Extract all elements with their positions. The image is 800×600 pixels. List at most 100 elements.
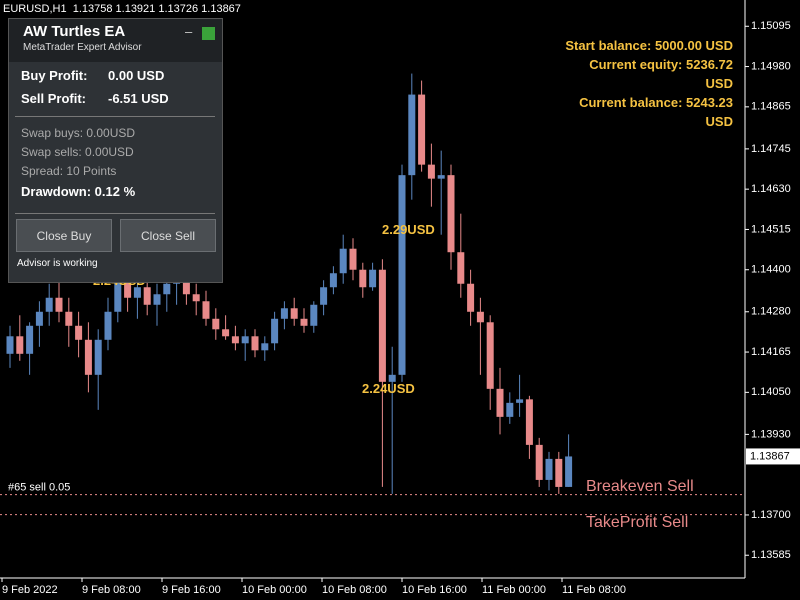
y-tick-label: 1.13585	[751, 549, 791, 561]
ea-panel: AW Turtles EA MetaTrader Expert Advisor …	[8, 18, 223, 283]
candle-body	[290, 308, 298, 319]
candle-body	[192, 294, 200, 302]
candle-body	[506, 402, 514, 417]
profit-label: 2.24USD	[362, 381, 415, 396]
level-label: Breakeven Sell	[586, 478, 694, 495]
candle-body	[114, 280, 122, 312]
candle-body	[231, 336, 239, 344]
start-balance: Start balance: 5000.00 USD	[565, 38, 733, 53]
order-label: #65 sell 0.05	[8, 482, 70, 494]
candle-body	[349, 248, 357, 270]
candle-body	[84, 339, 92, 375]
candle-body	[182, 280, 190, 295]
symbol: EURUSD,H1	[3, 3, 67, 15]
x-tick-label: 11 Feb 08:00	[562, 584, 626, 596]
candle-body	[516, 399, 524, 403]
minimize-button[interactable]: –	[185, 24, 193, 39]
separator	[15, 116, 215, 117]
candle-body	[280, 308, 288, 319]
y-tick-label: 1.14980	[751, 60, 791, 72]
close-buy-button[interactable]: Close Buy	[16, 219, 112, 252]
candle-body	[26, 325, 34, 354]
candle-body	[320, 287, 328, 305]
candle-body	[45, 297, 53, 312]
candle-body	[310, 304, 318, 326]
candle-body	[251, 336, 259, 351]
current-equity: Current equity: 5236.72 USD	[589, 57, 733, 91]
candle-body	[222, 329, 230, 337]
x-tick-label: 9 Feb 16:00	[162, 584, 221, 596]
candle-body	[65, 311, 73, 326]
y-tick-label: 1.14280	[751, 306, 791, 318]
candle-body	[378, 269, 386, 382]
candle-body	[153, 294, 161, 305]
candle-body	[418, 94, 426, 165]
y-tick-label: 1.14050	[751, 386, 791, 398]
candle-body	[133, 287, 141, 298]
candle-body	[525, 399, 533, 445]
candle-body	[339, 248, 347, 274]
candle-body	[476, 311, 484, 323]
candle-body	[271, 318, 279, 344]
status-text: Advisor is working	[17, 258, 98, 269]
panel-header: AW Turtles EA MetaTrader Expert Advisor …	[9, 19, 222, 62]
candle-body	[329, 273, 337, 288]
candle-body	[467, 283, 475, 312]
row-value: 0.00 USD	[108, 68, 165, 83]
level-label: TakeProfit Sell	[586, 514, 688, 531]
x-tick-label: 9 Feb 08:00	[82, 584, 141, 596]
candle-body	[6, 336, 14, 354]
candle-body	[486, 322, 494, 389]
candle-body	[447, 175, 455, 253]
detail: Swap buys: 0.00USD	[21, 126, 136, 140]
close-sell-button[interactable]: Close Sell	[120, 219, 216, 252]
quote: 1.13758 1.13921 1.13726 1.13867	[72, 3, 241, 15]
drawdown: Drawdown: 0.12 %	[21, 184, 136, 199]
candle-body	[565, 456, 573, 487]
current-balance: Current balance: 5243.23 USD	[579, 95, 733, 129]
candle-body	[545, 458, 553, 480]
candle-body	[212, 318, 220, 330]
detail: Swap sells: 0.00USD	[21, 145, 134, 159]
candle-body	[535, 444, 543, 480]
row-label: Buy Profit:	[21, 68, 88, 83]
y-tick-label: 1.14630	[751, 183, 791, 195]
candle-body	[16, 336, 24, 354]
candle-body	[408, 94, 416, 176]
candle-body	[94, 339, 102, 375]
separator	[15, 213, 215, 214]
candle-body	[163, 283, 171, 295]
candle-body	[241, 336, 249, 344]
candle-body	[398, 175, 406, 375]
candle-body	[104, 311, 112, 340]
candle-body	[427, 164, 435, 179]
candle-body	[388, 374, 396, 382]
y-tick-label: 1.14400	[751, 264, 791, 276]
candle-body	[261, 343, 269, 351]
x-tick-label: 9 Feb 2022	[2, 584, 58, 596]
candle-body	[55, 297, 63, 312]
row-label: Sell Profit:	[21, 91, 87, 106]
price-tag-label: 1.13867	[750, 450, 790, 462]
candle-body	[457, 252, 465, 284]
candle-body	[202, 301, 210, 319]
candle-body	[143, 287, 151, 305]
candle-body	[555, 458, 563, 487]
candle-body	[124, 280, 132, 298]
y-tick-label: 1.14865	[751, 101, 791, 113]
y-tick-label: 1.14515	[751, 223, 791, 235]
y-tick-label: 1.15095	[751, 20, 791, 32]
x-tick-label: 11 Feb 00:00	[482, 584, 546, 596]
row-value: -6.51 USD	[108, 91, 169, 106]
panel-title: AW Turtles EA	[23, 23, 126, 40]
price-tag	[746, 448, 800, 465]
x-tick-label: 10 Feb 08:00	[322, 584, 387, 596]
x-tick-label: 10 Feb 00:00	[242, 584, 307, 596]
candle-body	[75, 325, 83, 340]
candle-body	[35, 311, 43, 326]
detail: Spread: 10 Points	[21, 164, 117, 178]
y-tick-label: 1.14165	[751, 346, 791, 358]
x-tick-label: 10 Feb 16:00	[402, 584, 467, 596]
